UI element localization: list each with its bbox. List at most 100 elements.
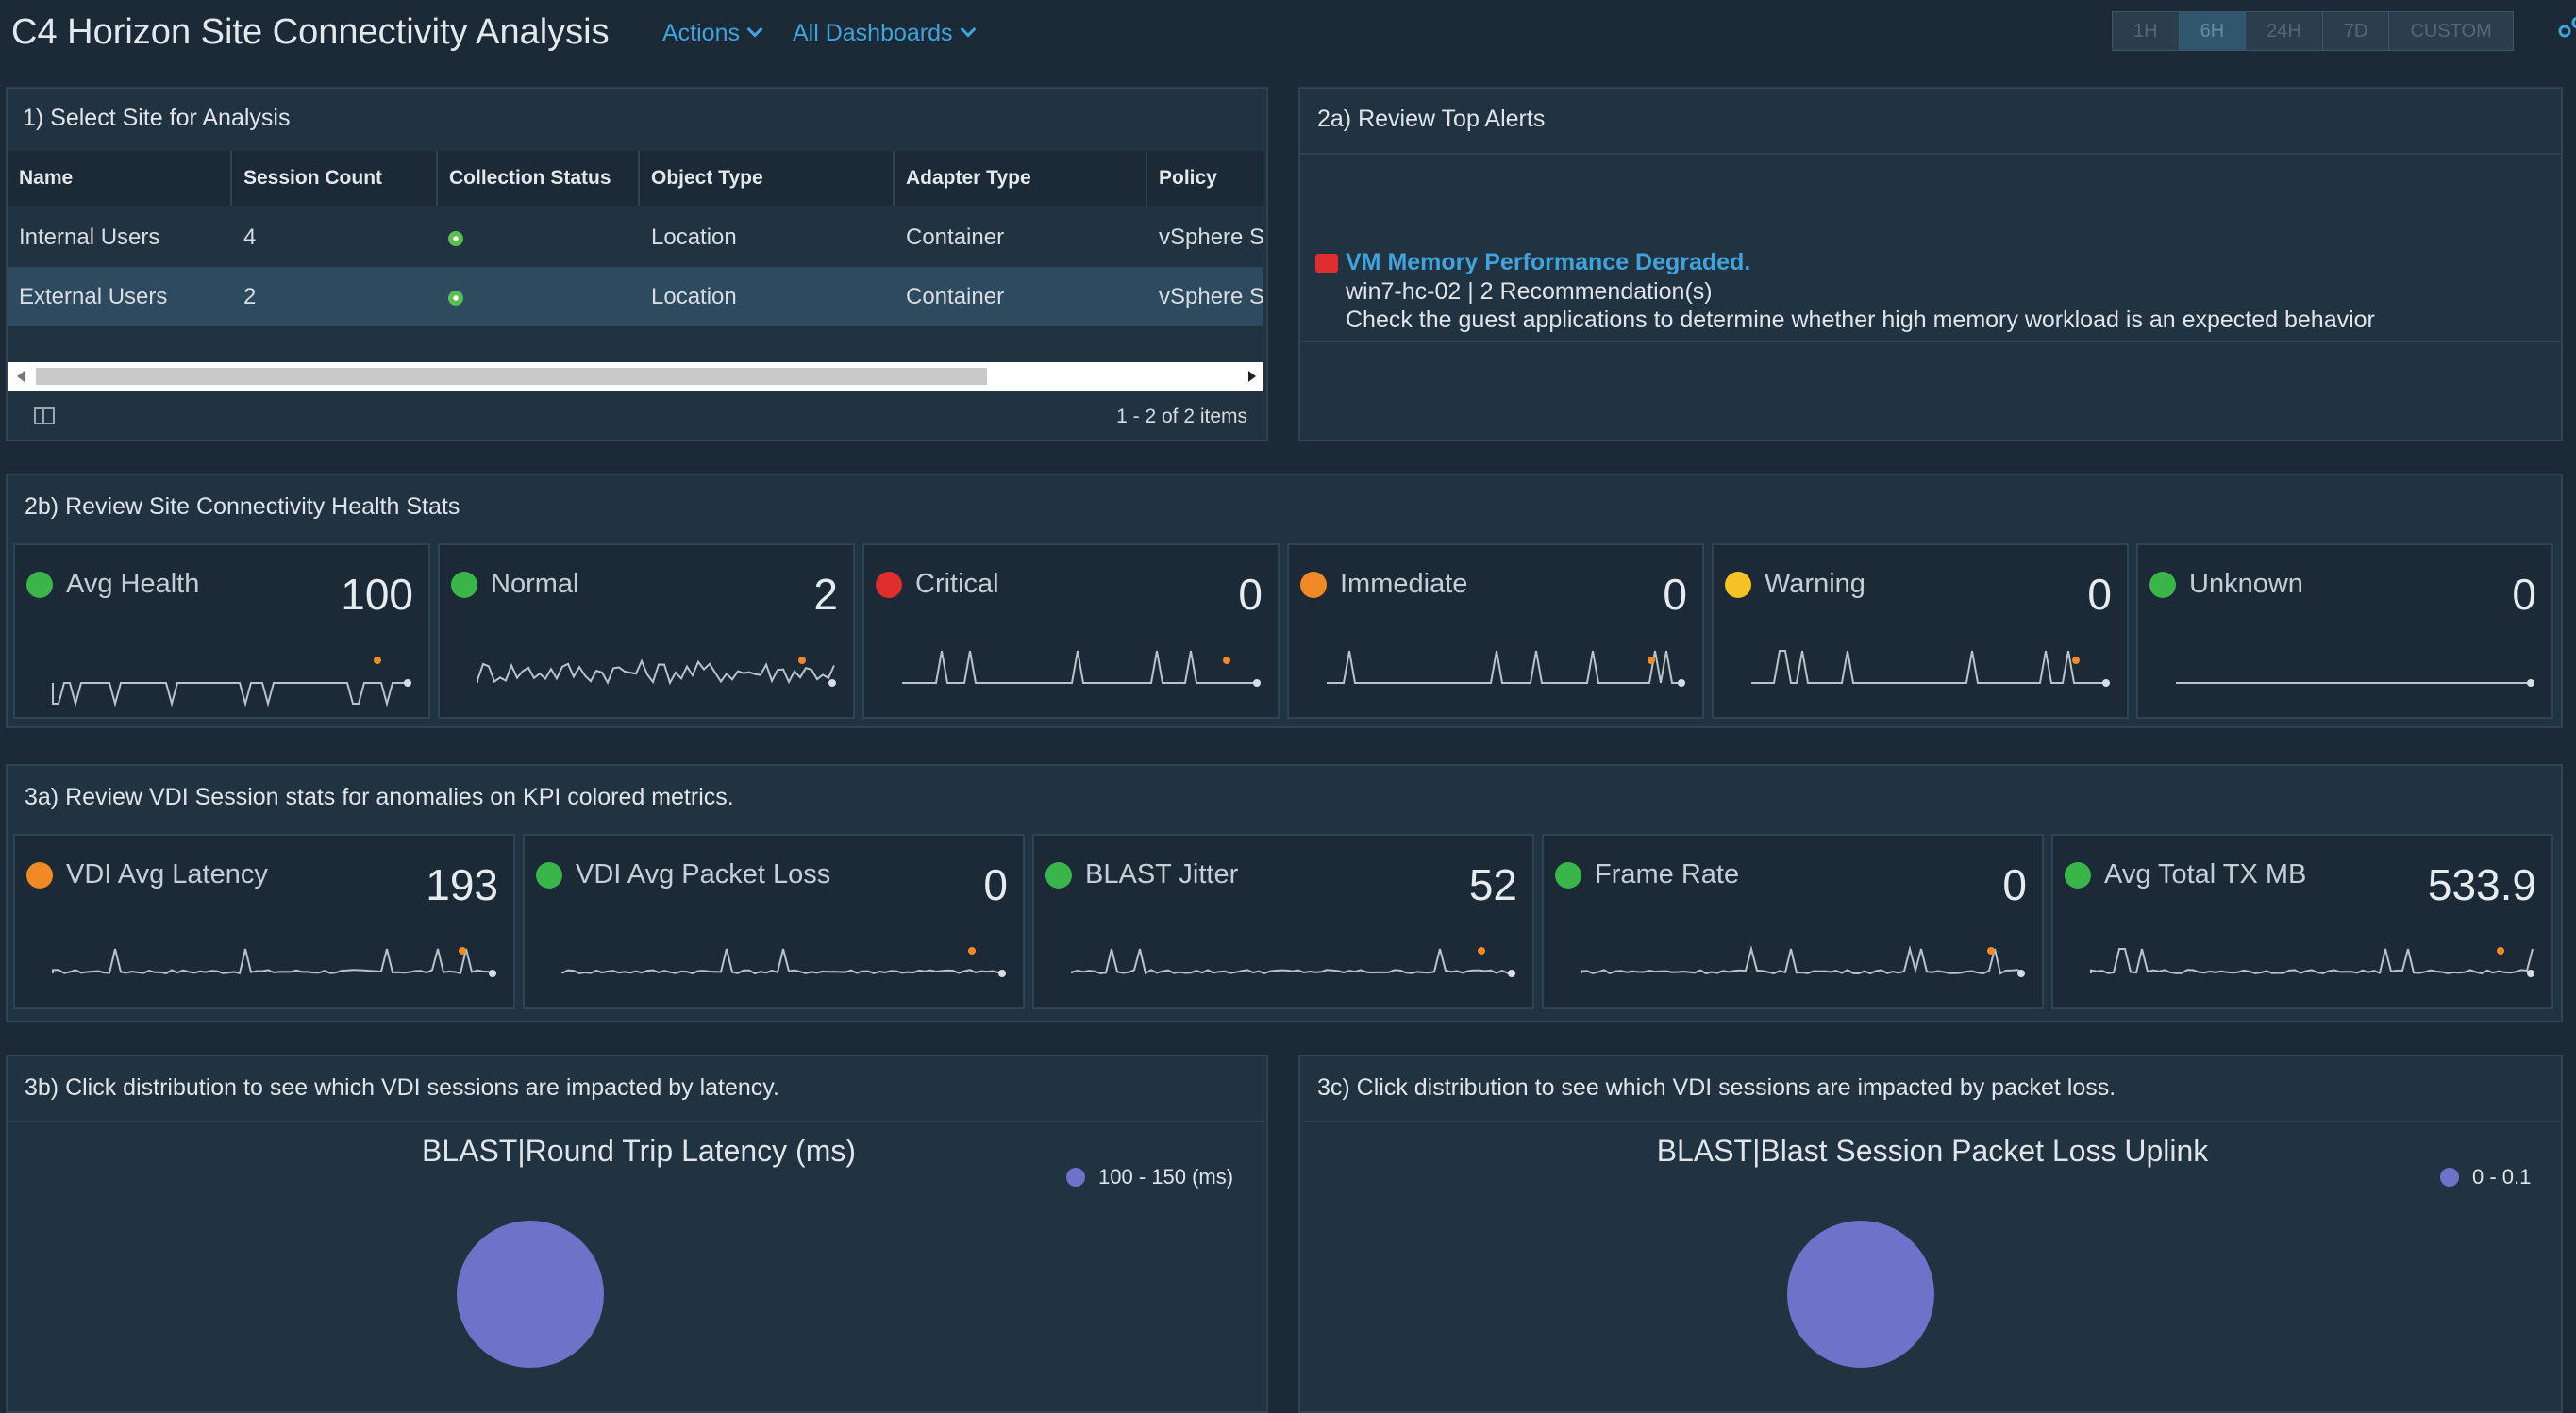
sparkline — [1327, 650, 1685, 687]
sparkline-max-marker — [1987, 947, 1995, 955]
sparkline-path — [1581, 945, 2024, 975]
sparkline-path — [1071, 948, 1514, 975]
time-range-7d[interactable]: 7D — [2323, 12, 2390, 50]
all-dashboards-menu[interactable]: All Dashboards — [793, 17, 977, 49]
status-dot-icon — [1045, 862, 1072, 889]
cell-name: Internal Users — [19, 224, 160, 250]
cell-policy: vSphere S — [1159, 284, 1263, 309]
stat-value: 100 — [341, 570, 413, 619]
time-range-1h[interactable]: 1H — [2113, 12, 2180, 50]
stat-label: BLAST Jitter — [1085, 859, 1239, 889]
sparkline-path — [902, 650, 1259, 684]
pie-slice[interactable] — [1787, 1221, 1934, 1368]
scroll-left-icon[interactable] — [17, 371, 25, 382]
sparkline-max-marker — [1648, 657, 1655, 664]
stat-card-vdi-avg-packet-loss[interactable]: VDI Avg Packet Loss 0 — [523, 834, 1025, 1009]
time-range-24h[interactable]: 24H — [2246, 12, 2323, 50]
panel-title: 3a) Review VDI Session stats for anomali… — [25, 784, 734, 810]
collection-status-ok-icon — [448, 291, 463, 306]
sparkline — [52, 657, 411, 707]
table-row[interactable]: External Users 2 Location Container vSph… — [8, 267, 1263, 326]
sparkline-last-marker — [828, 679, 836, 687]
panel-title: 2b) Review Site Connectivity Health Stat… — [25, 493, 460, 520]
alert-recommendation: Check the guest applications to determin… — [1346, 307, 2375, 333]
sparkline-max-marker — [1223, 657, 1230, 664]
share-icon[interactable] — [2557, 17, 2576, 45]
column-header-object-type[interactable]: Object Type — [640, 151, 895, 206]
stat-label: Normal — [491, 569, 579, 599]
latency-distribution-panel: 3b) Click distribution to see which VDI … — [6, 1055, 1268, 1413]
cell-policy: vSphere S — [1159, 224, 1263, 250]
sparkline — [1581, 945, 2025, 977]
chart-title: BLAST|Blast Session Packet Loss Uplink — [1656, 1134, 2209, 1168]
stat-label: Unknown — [2189, 569, 2303, 599]
stat-value: 0 — [1663, 570, 1687, 619]
stat-value: 0 — [983, 860, 1008, 909]
stat-card-immediate[interactable]: Immediate 0 — [1287, 543, 1704, 719]
time-range-selector: 1H 6H 24H 7D CUSTOM — [2112, 11, 2514, 51]
sparkline-last-marker — [1678, 679, 1685, 687]
stat-label: Avg Total TX MB — [2104, 859, 2307, 889]
column-header-policy[interactable]: Policy — [1147, 151, 1263, 206]
legend-label: 0 - 0.1 — [2472, 1165, 2532, 1189]
critical-alert-icon — [1315, 254, 1338, 273]
table-row[interactable]: Internal Users 4 Location Container vSph… — [8, 208, 1263, 267]
stat-value: 193 — [426, 860, 498, 909]
cell-adapter-type: Container — [906, 224, 1005, 250]
stat-card-avg-health[interactable]: Avg Health 100 — [13, 543, 430, 719]
pie-slice[interactable] — [457, 1221, 604, 1368]
legend-label: 100 - 150 (ms) — [1098, 1165, 1234, 1189]
chevron-down-icon — [960, 21, 977, 38]
stat-label: Critical — [915, 569, 999, 599]
stat-label: VDI Avg Packet Loss — [576, 859, 831, 889]
sparkline-path — [2090, 948, 2534, 974]
cell-session-count: 4 — [243, 224, 257, 250]
stat-card-warning[interactable]: Warning 0 — [1712, 543, 2129, 719]
stat-value: 0 — [1238, 570, 1263, 619]
sparkline — [2090, 947, 2534, 977]
sparkline-last-marker — [2017, 970, 2025, 977]
column-header-adapter-type[interactable]: Adapter Type — [895, 151, 1147, 206]
time-range-6h[interactable]: 6H — [2179, 12, 2247, 50]
status-dot-icon — [1300, 572, 1327, 598]
sparkline — [902, 650, 1261, 687]
scrollbar-thumb[interactable] — [36, 368, 987, 385]
cell-session-count: 2 — [243, 284, 257, 309]
sparkline — [1071, 947, 1515, 977]
column-header-name[interactable]: Name — [8, 151, 232, 206]
sparkline — [1751, 650, 2110, 687]
packet-loss-pie-chart[interactable] — [1785, 1219, 1936, 1370]
scroll-right-icon[interactable] — [1248, 371, 1256, 382]
stat-card-critical[interactable]: Critical 0 — [862, 543, 1280, 719]
sparkline-last-marker — [489, 970, 496, 977]
stat-label: Avg Health — [66, 569, 200, 599]
stat-value: 52 — [1468, 860, 1517, 909]
stat-card-frame-rate[interactable]: Frame Rate 0 — [1542, 834, 2044, 1009]
cell-object-type: Location — [651, 284, 737, 309]
panel-title: 3b) Click distribution to see which VDI … — [25, 1074, 779, 1101]
column-toggle-icon[interactable] — [34, 407, 55, 424]
sparkline-max-marker — [374, 657, 381, 664]
latency-pie-chart[interactable] — [455, 1219, 606, 1370]
alert-title-link[interactable]: VM Memory Performance Degraded. — [1346, 249, 1751, 275]
stat-card-avg-total-tx-mb[interactable]: Avg Total TX MB 533.9 — [2051, 834, 2553, 1009]
sparkline-max-marker — [798, 657, 806, 664]
sparkline-last-marker — [1508, 970, 1515, 977]
collection-status-ok-icon — [448, 231, 463, 246]
stat-card-vdi-avg-latency[interactable]: VDI Avg Latency 193 — [13, 834, 515, 1009]
stat-label: VDI Avg Latency — [66, 859, 268, 889]
sparkline — [2176, 679, 2534, 687]
time-range-custom[interactable]: CUSTOM — [2410, 21, 2492, 42]
stat-card-unknown[interactable]: Unknown 0 — [2136, 543, 2553, 719]
stat-card-normal[interactable]: Normal 2 — [438, 543, 855, 719]
stat-card-blast-jitter[interactable]: BLAST Jitter 52 — [1032, 834, 1534, 1009]
stat-value: 0 — [2002, 860, 2027, 909]
column-header-session-count[interactable]: Session Count — [232, 151, 438, 206]
actions-label: Actions — [662, 20, 740, 46]
sparkline-max-marker — [1478, 947, 1485, 955]
actions-menu[interactable]: Actions — [662, 17, 763, 49]
status-dot-icon — [26, 862, 53, 889]
horizontal-scrollbar[interactable] — [8, 362, 1263, 391]
column-header-collection-status[interactable]: Collection Status — [438, 151, 640, 206]
status-dot-icon — [26, 572, 53, 598]
